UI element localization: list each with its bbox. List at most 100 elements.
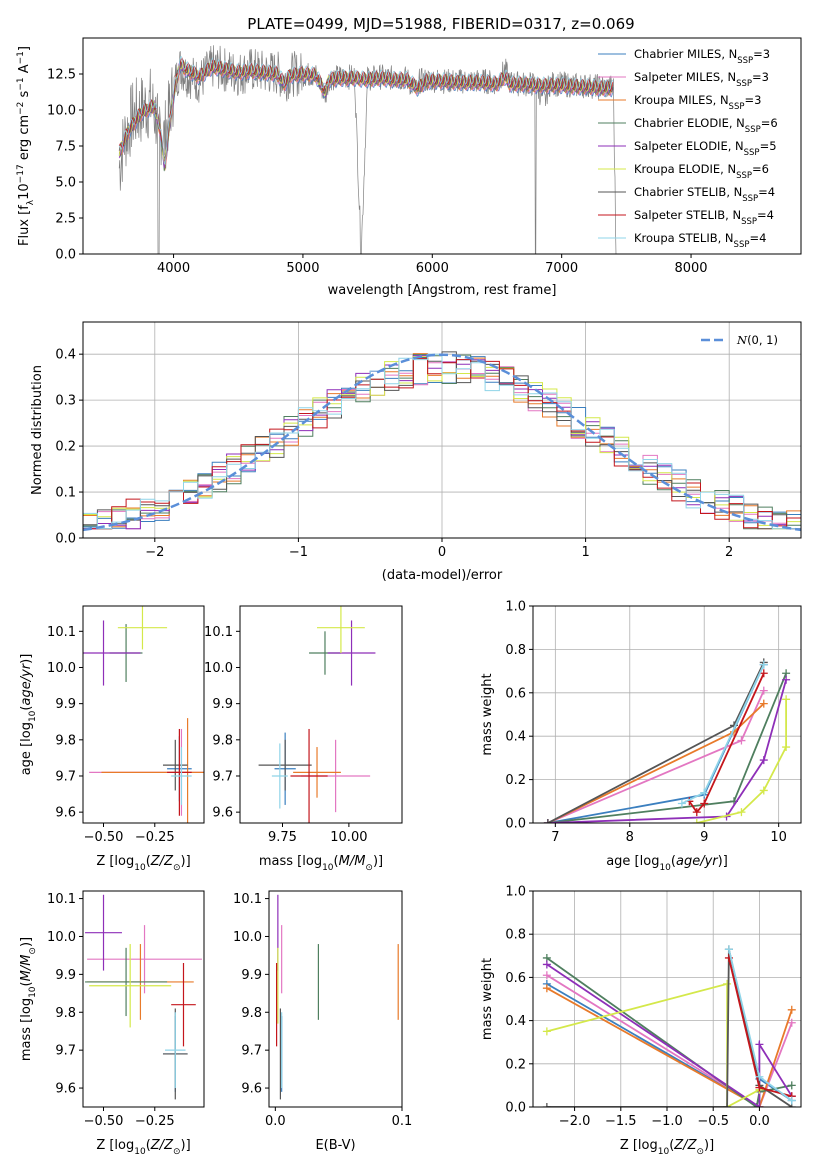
y-tick-label: 0.4 [505,730,526,745]
y-tick-label: 0.2 [55,440,76,455]
legend-label: Kroupa STELIB, NSSP=4 [634,231,766,250]
legend-label: Chabrier ELODIE, NSSP=6 [634,116,778,135]
figure-title: PLATE=0499, MJD=51988, FIBERID=0317, z=0… [247,15,634,33]
x-tick-label: 8 [626,830,634,845]
weight-point-marker [755,1083,764,1092]
x-axis-label: (data-model)/error [382,568,503,583]
weight-series-line [546,949,793,1107]
y-tick-label: 9.7 [55,769,76,784]
x-tick-label: −2.0 [559,1114,591,1129]
x-tick-label: 0.0 [749,1114,770,1129]
weight-point-marker [692,808,701,817]
weight-point-marker [542,960,551,969]
weight-vs-metallicity-panel: −2.0 −1.5 −1.0 −0.5 0.0 0.0 0.2 0.4 0.6 0.8 1.0 Z [… [480,885,802,1157]
weight-point-marker [787,1081,796,1090]
weight-point-marker [755,1040,764,1049]
mass-vs-extinction-panel: 0.0 0.1 9.6 9.7 9.8 9.9 10.0 10.1 E(B-V) [233,890,413,1153]
y-tick-label: 9.9 [55,697,76,712]
weight-point-marker [700,788,709,797]
y-tick-label: 2.5 [55,212,76,227]
plot-area [83,606,204,823]
weight-point-marker [759,756,768,765]
x-tick-label: 4000 [157,261,190,276]
x-axis-label: Z [log10(Z/Z⊙)] [96,1138,190,1157]
x-tick-label: 10 [770,830,787,845]
y-axis-label: mass weight [480,958,495,1040]
y-tick-label: 9.6 [241,1082,262,1097]
weight-point-marker [782,675,791,684]
x-tick-label: −0.50 [84,1114,124,1129]
y-tick-label: 9.6 [55,1082,76,1097]
x-tick-label: 0 [438,545,446,560]
y-tick-label: 10.1 [47,892,76,907]
x-tick-label: 8000 [674,261,707,276]
x-axis-label: E(B-V) [315,1138,355,1153]
y-axis-label: age [log10(age/yr)] [19,654,38,776]
weight-series-line [546,974,793,1107]
y-tick-label: 0.4 [55,348,76,363]
model-spectrum-line [118,60,613,163]
x-tick-label: 5000 [286,261,319,276]
y-tick-label: 10.1 [233,892,262,907]
y-tick-label: 10.0 [47,661,76,676]
y-tick-label: 9.9 [55,968,76,983]
weight-series-line [681,664,765,805]
legend-label: Kroupa MILES, NSSP=3 [634,93,761,112]
mass-vs-metallicity-panel: −0.50 −0.25 9.6 9.7 9.8 9.9 10.0 10.1 Z [log10(Z… [19,890,205,1157]
weight-point-marker [759,660,768,669]
y-tick-label: 9.8 [55,1006,76,1021]
x-tick-label: −1.5 [605,1114,637,1129]
weight-series-line [547,679,787,823]
weight-point-marker [782,743,791,752]
plot-area [118,45,617,254]
plot-area [543,658,791,823]
x-axis-label: mass [log10(M/M⊙)] [259,854,383,873]
weight-point-marker [787,1005,796,1014]
x-tick-label: 9.75 [268,830,297,845]
x-tick-label: −0.5 [697,1114,729,1129]
x-tick-label: 2 [725,545,733,560]
y-tick-label: 1.0 [505,885,526,900]
x-tick-label: 0.1 [392,1114,413,1129]
y-tick-label: 0.1 [55,486,76,501]
y-tick-label: 9.8 [241,1006,262,1021]
y-tick-label: 5.0 [55,176,76,191]
weight-point-marker [700,799,709,808]
y-tick-label: 9.9 [241,968,262,983]
weight-point-marker [542,971,551,980]
spectrum-panel: 4000 5000 6000 7000 8000 0.0 2.5 5.0 7.5 10.0 12.5… [16,37,802,298]
weight-series-line [546,957,792,1107]
x-tick-label: 7 [551,830,559,845]
y-tick-label: 9.7 [55,1044,76,1059]
y-axis-label: Normed distribution [30,365,45,495]
axes-frame [268,890,403,1108]
weight-point-marker [759,699,768,708]
residual-histogram-step [83,353,801,530]
y-tick-label: 1.0 [505,600,526,615]
weight-point-marker [737,808,746,817]
weight-point-marker [787,1018,796,1027]
weight-vs-age-panel: 7 8 9 10 0.0 0.2 0.4 0.6 0.8 1.0 age [log10(age/yr… [480,600,802,873]
y-tick-label: 10.0 [47,104,76,119]
y-tick-label: 12.5 [47,68,76,83]
axes-frame [239,605,403,824]
weight-point-marker [724,945,733,954]
x-tick-label: −0.25 [135,830,175,845]
y-tick-label: 9.9 [212,697,233,712]
legend-label: N(0, 1) [736,333,778,347]
y-tick-label: 0.8 [505,928,526,943]
y-tick-label: 9.6 [55,806,76,821]
y-tick-label: 10.1 [204,625,233,640]
weight-point-marker [542,1103,551,1107]
y-axis-label: mass [log10(M/M⊙)] [19,937,38,1061]
y-tick-label: 0.6 [505,971,526,986]
y-tick-label: 9.6 [212,806,233,821]
weight-point-marker [755,1072,764,1081]
weight-point-marker [759,786,768,795]
weight-series-line [728,949,793,1102]
x-tick-label: 1 [581,545,589,560]
y-tick-label: 10.0 [47,930,76,945]
y-tick-label: 0.4 [505,1014,526,1029]
weight-point-marker [782,695,791,704]
weight-series-line [546,963,793,1107]
